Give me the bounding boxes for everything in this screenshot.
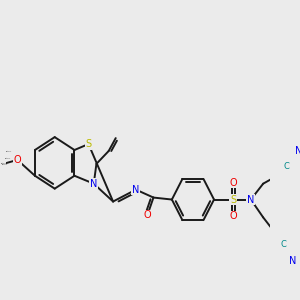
Text: C: C: [284, 162, 290, 171]
Text: O: O: [14, 155, 21, 165]
Text: O: O: [230, 212, 237, 221]
Text: S: S: [230, 194, 236, 205]
Text: N: N: [247, 194, 255, 205]
Text: S: S: [85, 139, 91, 149]
Text: N: N: [132, 184, 140, 195]
Text: methoxy: methoxy: [2, 164, 8, 165]
Text: N: N: [295, 146, 300, 156]
Text: O: O: [143, 210, 151, 220]
Text: C: C: [280, 240, 286, 249]
Text: methoxy: methoxy: [1, 163, 7, 164]
Text: methoxy: methoxy: [5, 158, 11, 159]
Text: N: N: [90, 179, 98, 189]
Text: methoxy: methoxy: [5, 151, 12, 152]
Text: N: N: [289, 256, 297, 266]
Text: O: O: [230, 178, 237, 188]
